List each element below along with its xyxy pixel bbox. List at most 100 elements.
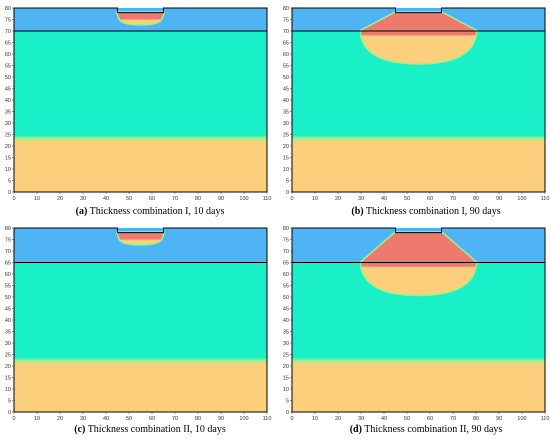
y-tick-label: 45 bbox=[283, 87, 289, 93]
panel-b-plot: 0 10 20 30 40 50 60 70 80 90 100 110 0 5 10 15 20 25 30 35 4… bbox=[283, 6, 550, 202]
y-tick-label: 50 bbox=[5, 75, 11, 81]
x-tick-label: 100 bbox=[517, 416, 526, 422]
y-tick-label: 70 bbox=[5, 29, 11, 35]
y-tick-label: 10 bbox=[283, 387, 289, 393]
y-tick-label: 60 bbox=[283, 272, 289, 278]
x-tick-label: 10 bbox=[312, 196, 318, 202]
y-tick-label: 70 bbox=[283, 29, 289, 35]
x-tick-label: 60 bbox=[427, 416, 433, 422]
y-tick-label: 75 bbox=[283, 18, 289, 24]
x-tick-label: 70 bbox=[172, 416, 178, 422]
caption-a-label: (a) bbox=[75, 206, 88, 217]
x-tick-label: 0 bbox=[290, 196, 293, 202]
y-tick-label: 20 bbox=[5, 144, 11, 150]
x-tick-label: 110 bbox=[263, 416, 272, 422]
y-tick-label: 75 bbox=[5, 18, 11, 24]
x-tick-label: 110 bbox=[541, 416, 550, 422]
y-tick-label: 60 bbox=[5, 272, 11, 278]
y-tick-label: 40 bbox=[5, 318, 11, 324]
y-tick-label: 75 bbox=[283, 238, 289, 244]
caption-d: (d) Thickness combination II, 90 days bbox=[316, 424, 536, 435]
caption-d-label: (d) bbox=[349, 424, 362, 435]
caption-b: (b) Thickness combination I, 90 days bbox=[316, 206, 536, 217]
caption-c-text: Thickness combination II, 10 days bbox=[87, 424, 226, 435]
x-tick-label: 110 bbox=[263, 196, 272, 202]
caption-b-label: (b) bbox=[351, 206, 364, 217]
x-tick-label: 100 bbox=[517, 196, 526, 202]
y-tick-label: 40 bbox=[5, 98, 11, 104]
panel-c-plot: 0 10 20 30 40 50 60 70 80 90 100 110 0 5 10 15 20 25 30 35 4… bbox=[5, 226, 272, 422]
y-tick-label: 10 bbox=[5, 167, 11, 173]
y-tick-label: 5 bbox=[286, 399, 289, 405]
y-tick-label: 15 bbox=[283, 156, 289, 162]
panel-d-plot: 0 10 20 30 40 50 60 70 80 90 100 110 0 5 10 15 20 25 30 35 4… bbox=[283, 226, 550, 422]
x-tick-label: 80 bbox=[195, 196, 201, 202]
y-tick-label: 45 bbox=[5, 87, 11, 93]
zone-upper bbox=[117, 232, 164, 240]
x-tick-label: 10 bbox=[34, 196, 40, 202]
y-tick-label: 65 bbox=[5, 41, 11, 47]
y-tick-label: 0 bbox=[286, 190, 289, 196]
y-tick-label: 5 bbox=[8, 399, 11, 405]
caption-c: (c) Thickness combination II, 10 days bbox=[40, 424, 260, 435]
y-tick-label: 80 bbox=[283, 6, 289, 12]
x-tick-label: 0 bbox=[12, 416, 15, 422]
x-tick-label: 20 bbox=[335, 416, 341, 422]
y-tick-label: 55 bbox=[283, 64, 289, 70]
x-tick-label: 40 bbox=[103, 416, 109, 422]
x-tick-label: 90 bbox=[496, 196, 502, 202]
x-tick-label: 50 bbox=[404, 196, 410, 202]
y-tick-label: 70 bbox=[5, 249, 11, 255]
y-tick-label: 0 bbox=[286, 410, 289, 416]
y-tick-label: 35 bbox=[5, 110, 11, 116]
caption-c-label: (c) bbox=[74, 424, 86, 435]
y-tick-label: 15 bbox=[283, 376, 289, 382]
y-tick-label: 55 bbox=[283, 284, 289, 290]
x-tick-label: 30 bbox=[80, 196, 86, 202]
y-tick-label: 25 bbox=[5, 353, 11, 359]
y-tick-label: 60 bbox=[5, 52, 11, 58]
y-tick-label: 80 bbox=[5, 6, 11, 12]
y-tick-label: 80 bbox=[283, 226, 289, 232]
x-tick-label: 30 bbox=[358, 196, 364, 202]
layer-bottom bbox=[292, 139, 545, 192]
y-tick-label: 40 bbox=[283, 318, 289, 324]
y-tick-label: 30 bbox=[283, 121, 289, 127]
y-tick-label: 20 bbox=[5, 364, 11, 370]
y-tick-label: 15 bbox=[5, 156, 11, 162]
y-tick-label: 45 bbox=[5, 307, 11, 313]
x-tick-label: 70 bbox=[172, 196, 178, 202]
x-tick-label: 100 bbox=[239, 196, 248, 202]
x-tick-label: 20 bbox=[57, 416, 63, 422]
y-tick-label: 20 bbox=[283, 364, 289, 370]
y-tick-label: 65 bbox=[5, 261, 11, 267]
y-tick-label: 35 bbox=[283, 110, 289, 116]
panel-a: 0 10 20 30 40 50 60 70 80 90 100 110 0 5 10 15 20 25 30 35 4… bbox=[0, 0, 272, 202]
transition-band bbox=[14, 357, 267, 365]
y-tick-label: 75 bbox=[5, 238, 11, 244]
x-tick-label: 80 bbox=[195, 416, 201, 422]
domain-outline bbox=[13, 7, 268, 193]
x-tick-label: 80 bbox=[473, 196, 479, 202]
y-tick-label: 65 bbox=[283, 41, 289, 47]
y-tick-label: 30 bbox=[283, 341, 289, 347]
x-tick-label: 50 bbox=[126, 196, 132, 202]
x-tick-label: 30 bbox=[80, 416, 86, 422]
panel-d: 0 10 20 30 40 50 60 70 80 90 100 110 0 5 10 15 20 25 30 35 4… bbox=[278, 220, 550, 422]
transition-band bbox=[292, 357, 545, 365]
y-tick-label: 35 bbox=[283, 330, 289, 336]
y-tick-label: 5 bbox=[8, 179, 11, 185]
y-tick-label: 30 bbox=[5, 341, 11, 347]
x-tick-label: 40 bbox=[381, 196, 387, 202]
x-tick-label: 40 bbox=[103, 196, 109, 202]
y-tick-label: 15 bbox=[5, 376, 11, 382]
y-tick-label: 5 bbox=[286, 179, 289, 185]
y-tick-label: 50 bbox=[283, 295, 289, 301]
y-tick-label: 25 bbox=[5, 133, 11, 139]
y-tick-label: 10 bbox=[5, 387, 11, 393]
x-tick-label: 20 bbox=[335, 196, 341, 202]
layer-middle bbox=[14, 262, 267, 362]
y-tick-label: 80 bbox=[5, 226, 11, 232]
layer-bottom bbox=[14, 139, 267, 192]
domain-outline bbox=[291, 227, 546, 413]
